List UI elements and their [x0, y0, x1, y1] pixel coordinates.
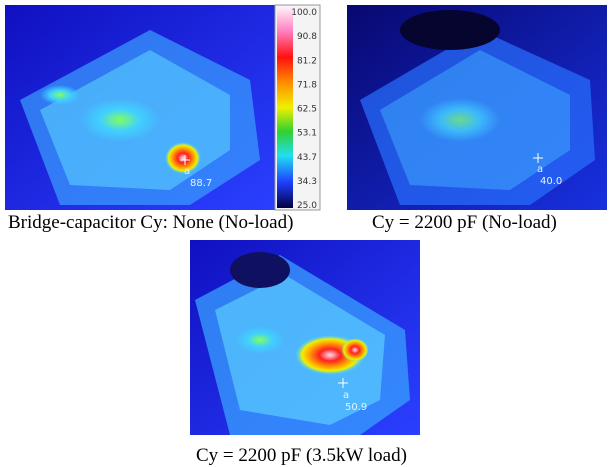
scale-label: 71.8 [297, 80, 317, 90]
marker-label: a [343, 390, 349, 401]
marker-value: 88.7 [190, 178, 212, 189]
scale-label: 81.2 [297, 56, 317, 66]
caption: Cy = 2200 pF (No-load) [372, 212, 557, 233]
scale-label: 100.0 [291, 8, 317, 18]
thermal-image [5, 5, 275, 210]
scale-label: 34.3 [297, 177, 317, 187]
scale-label: 62.5 [297, 105, 317, 115]
marker-value: 40.0 [540, 176, 562, 187]
caption: Bridge-capacitor Cy: None (No-load) [8, 212, 293, 233]
scale-label: 53.1 [297, 129, 317, 139]
scale-label: 90.8 [297, 32, 317, 42]
marker-label: a [537, 164, 543, 175]
caption: Cy = 2200 pF (3.5kW load) [196, 445, 407, 466]
thermal-image [347, 5, 607, 210]
color-bar [277, 7, 293, 208]
scale-label: 43.7 [297, 153, 317, 163]
scale-labels: 100.0 90.8 81.2 71.8 62.5 53.1 43.7 34.3 25.0 [291, 8, 317, 211]
marker-value: 50.9 [345, 402, 367, 413]
scale-label: 25.0 [297, 201, 317, 211]
marker-label: a [184, 166, 190, 177]
thermal-image [190, 240, 420, 435]
